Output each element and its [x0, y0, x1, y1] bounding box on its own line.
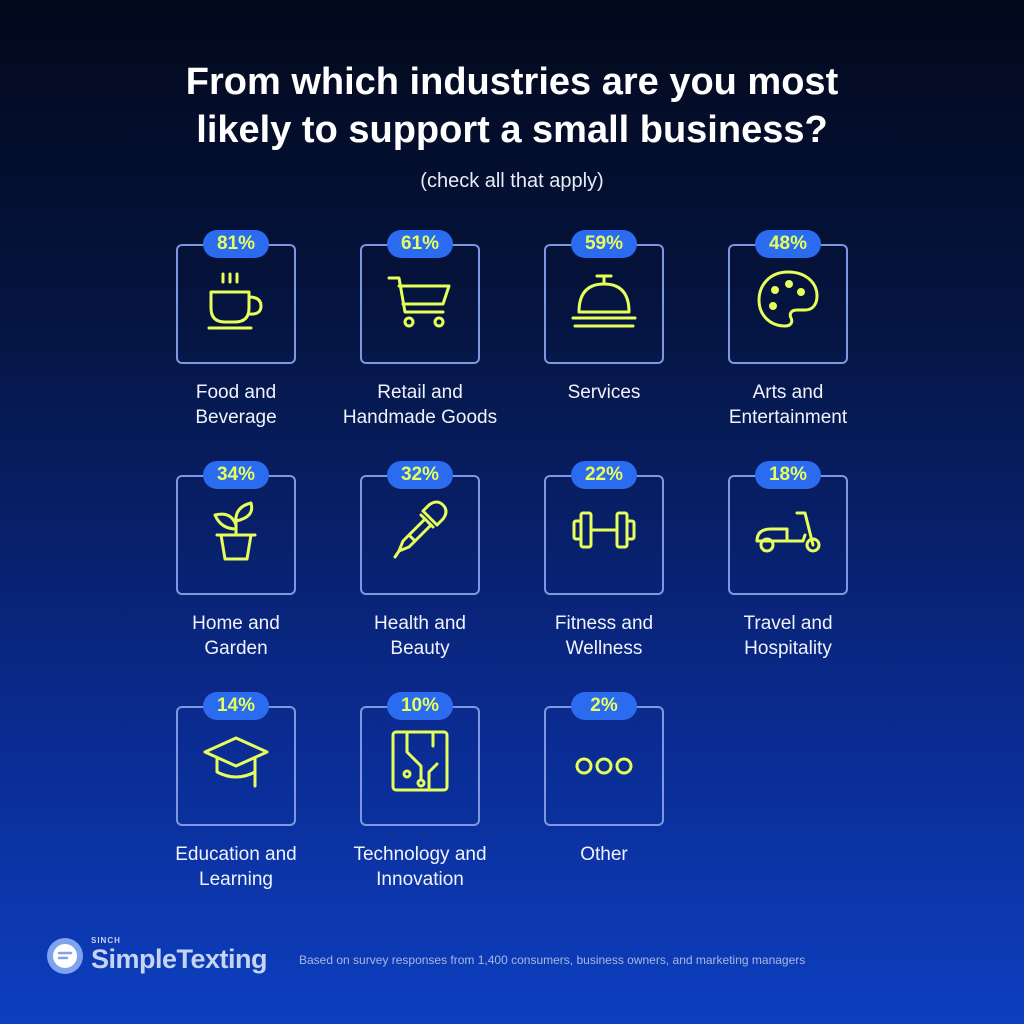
industry-card-home: 34% Home and Garden	[116, 461, 356, 671]
dumbbell-icon	[569, 495, 639, 565]
potted-plant-icon	[201, 495, 271, 565]
industry-card-travel: 18% Travel and Hospitality	[668, 461, 908, 671]
industry-label: Education and Learning	[175, 844, 297, 890]
industry-label: Retail and Handmade Goods	[342, 382, 498, 428]
dropper-icon	[385, 495, 455, 565]
scooter-icon	[753, 495, 823, 565]
industry-label: Services	[567, 382, 641, 403]
page-subtitle: (check all that apply)	[420, 170, 604, 192]
industry-card-health: 32% Health and Beauty	[300, 461, 540, 671]
industry-card-other: 2% Other	[484, 692, 724, 902]
percent-badge: 81%	[203, 230, 269, 258]
industry-label: Health and Beauty	[374, 613, 466, 659]
coffee-cup-icon	[201, 264, 271, 334]
survey-footnote: Based on survey responses from 1,400 con…	[299, 953, 806, 967]
brand-name: SimpleTexting	[91, 944, 268, 974]
percent-badge: 32%	[387, 461, 453, 489]
chat-bubble-icon	[47, 938, 83, 974]
service-bell-icon	[569, 264, 639, 334]
circuit-board-icon	[385, 726, 455, 796]
industry-card-retail: 61% Retail and Handmade Goods	[300, 230, 540, 440]
percent-badge: 18%	[755, 461, 821, 489]
brand-logo: SINCH SimpleTexting	[47, 936, 287, 980]
industry-label: Fitness and Wellness	[554, 613, 654, 659]
graduation-cap-icon	[201, 726, 271, 796]
title-line-1: From which industries are you most	[185, 61, 839, 103]
shopping-cart-icon	[385, 264, 455, 334]
industry-card-technology: 10% Technology and Innovation	[300, 692, 540, 902]
percent-badge: 59%	[571, 230, 637, 258]
industry-card-arts: 48% Arts and Entertainment	[668, 230, 908, 440]
title-line-2: likely to support a small business?	[196, 109, 828, 151]
industry-card-education: 14% Education and Learning	[116, 692, 356, 902]
percent-badge: 61%	[387, 230, 453, 258]
percent-badge: 48%	[755, 230, 821, 258]
industry-label: Travel and Hospitality	[743, 613, 833, 659]
brand-parent: SINCH	[91, 936, 121, 945]
industry-card-fitness: 22% Fitness and Wellness	[484, 461, 724, 671]
paint-palette-icon	[753, 264, 823, 334]
industry-label: Home and Garden	[192, 613, 280, 659]
industry-label: Food and Beverage	[195, 382, 277, 428]
industry-label: Other	[580, 844, 628, 865]
percent-badge: 14%	[203, 692, 269, 720]
percent-badge: 22%	[571, 461, 637, 489]
page-title: From which industries are you most likel…	[0, 58, 1024, 154]
more-dots-icon	[569, 726, 639, 796]
percent-badge: 2%	[571, 692, 637, 720]
industry-label: Technology and Innovation	[353, 844, 487, 890]
percent-badge: 10%	[387, 692, 453, 720]
industry-label: Arts and Entertainment	[728, 382, 848, 428]
industry-card-services: 59% Services	[484, 230, 724, 440]
industry-card-food: 81% Food and Beverage	[116, 230, 356, 440]
percent-badge: 34%	[203, 461, 269, 489]
